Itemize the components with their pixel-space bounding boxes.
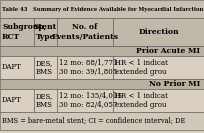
Text: No Prior MI: No Prior MI: [149, 80, 200, 88]
Bar: [34, 89, 57, 112]
Text: Table 43   Summary of Evidence Available for Myocardial Infarction Among Patient: Table 43 Summary of Evidence Available f…: [2, 7, 204, 11]
Text: 12 mo: 135/4,015
30 mo: 82/4,057: 12 mo: 135/4,015 30 mo: 82/4,057: [59, 92, 122, 109]
Text: Direction: Direction: [138, 28, 179, 36]
Text: HR < 1 indicat
extended grou: HR < 1 indicat extended grou: [115, 59, 168, 76]
Text: No. of
Events/Patients: No. of Events/Patients: [52, 23, 119, 41]
Bar: [34, 18, 57, 46]
Bar: [0, 46, 204, 56]
Bar: [34, 56, 57, 79]
Bar: [113, 56, 204, 79]
Bar: [57, 89, 113, 112]
Bar: [0, 56, 34, 79]
Bar: [113, 89, 204, 112]
Text: BMS = bare-metal stent; CI = confidence interval; DE: BMS = bare-metal stent; CI = confidence …: [2, 117, 185, 125]
Text: DAPT: DAPT: [2, 97, 22, 105]
Text: DAPT: DAPT: [2, 63, 22, 72]
Text: Stent
Type: Stent Type: [34, 23, 57, 41]
Bar: [0, 0, 204, 18]
Bar: [57, 56, 113, 79]
Bar: [0, 112, 204, 130]
Bar: [57, 18, 113, 46]
Bar: [113, 18, 204, 46]
Text: HR < 1 indicat
extended grou: HR < 1 indicat extended grou: [115, 92, 168, 109]
Bar: [0, 89, 34, 112]
Text: Subgroup,
RCT: Subgroup, RCT: [2, 23, 46, 41]
Text: DES,
BMS: DES, BMS: [36, 59, 53, 76]
Bar: [0, 18, 34, 46]
Text: 12 mo: 88/1,771
30 mo: 39/1,805: 12 mo: 88/1,771 30 mo: 39/1,805: [59, 59, 118, 76]
Bar: [0, 79, 204, 89]
Text: Prior Acute MI: Prior Acute MI: [136, 47, 200, 55]
Text: DES,
BMS: DES, BMS: [36, 92, 53, 109]
